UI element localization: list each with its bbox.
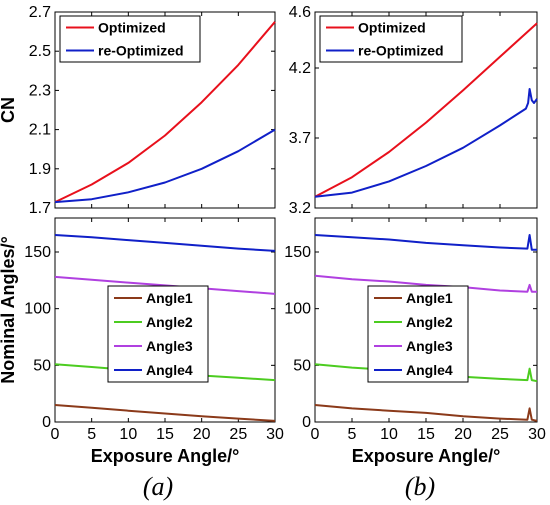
- y-tick-label: 1.7: [29, 200, 51, 217]
- y-axis-label: Nominal Angles/°: [0, 236, 18, 384]
- y-tick-label: 2.5: [29, 43, 51, 60]
- y-tick-label: 3.2: [289, 200, 311, 217]
- x-axis-label: Exposure Angle/°: [91, 446, 240, 466]
- legend-box: [59, 15, 201, 63]
- y-axis-label: CN: [0, 97, 18, 123]
- series-line-angle1: [54, 404, 276, 422]
- series-line-angle1: [314, 404, 538, 422]
- y-tick-label: 150: [284, 244, 311, 261]
- y-tick-label: 100: [24, 301, 51, 318]
- legend-label: Angle1: [406, 290, 453, 306]
- x-tick-label: 10: [380, 426, 398, 443]
- panel-b-bottom-chart: 0 50 100 150 0 5 10 15 20 25 30 Exposure Angle/° Ang…: [284, 217, 546, 466]
- x-tick-label: 30: [528, 426, 546, 443]
- panel-b-top-chart: 3.2 3.7 4.2 4.6 Optimized re-Optimized: [289, 4, 538, 217]
- y-tick-label: 3.7: [289, 130, 311, 147]
- legend: Optimized re-Optimized: [319, 15, 463, 63]
- x-tick-label: 0: [311, 426, 320, 443]
- legend-box: [107, 285, 209, 383]
- legend-label: Angle3: [406, 338, 453, 354]
- x-axis-label: Exposure Angle/°: [352, 446, 501, 466]
- series-line-optimized: [54, 21, 276, 204]
- y-tick-label: 150: [24, 244, 51, 261]
- legend-label: Angle4: [146, 362, 193, 378]
- panel-a-top-chart: 1.7 1.9 2.1 2.3 2.5 2.7 CN Optimized re-Optimize…: [0, 4, 276, 217]
- series-line-angle4: [54, 234, 276, 252]
- legend-label: Angle2: [406, 314, 453, 330]
- x-tick-label: 20: [193, 426, 211, 443]
- legend-label: Optimized: [358, 20, 426, 36]
- series-line-optimized: [314, 22, 538, 198]
- legend-label: Angle2: [146, 314, 193, 330]
- x-tick-label: 25: [491, 426, 509, 443]
- x-tick-label: 10: [119, 426, 137, 443]
- series-line-re-optimized: [54, 128, 276, 204]
- y-tick-label: 50: [33, 357, 51, 374]
- x-tick-label: 30: [266, 426, 284, 443]
- y-tick-label: 50: [293, 357, 311, 374]
- y-tick-label: 4.2: [289, 60, 311, 77]
- series-line-re-optimized: [314, 88, 538, 198]
- series-line-angle4: [314, 234, 537, 251]
- series-line-angle3: [54, 275, 276, 295]
- panel-a-bottom-chart: 0 50 100 150 0 5 10 15 20 25 30 Exposure Angle/° Nom…: [0, 217, 284, 466]
- y-tick-label: 100: [284, 301, 311, 318]
- legend-label: Optimized: [98, 20, 166, 36]
- y-tick-label: 2.7: [29, 4, 51, 21]
- legend-label: Angle4: [406, 362, 453, 378]
- x-tick-label: 20: [454, 426, 472, 443]
- legend-box: [319, 15, 463, 63]
- legend-label: Angle1: [146, 290, 193, 306]
- legend-label: Angle3: [146, 338, 193, 354]
- y-tick-label: 4.6: [289, 4, 311, 21]
- y-tick-label: 2.3: [29, 82, 51, 99]
- x-tick-label: 0: [51, 426, 60, 443]
- legend-label: re-Optimized: [358, 43, 444, 59]
- y-tick-label: 2.1: [29, 122, 51, 139]
- sublabel-b: (b): [405, 472, 435, 501]
- legend: Angle1 Angle2 Angle3 Angle4: [367, 285, 469, 383]
- x-tick-label: 25: [229, 426, 247, 443]
- legend-box: [367, 285, 469, 383]
- y-tick-label: 1.9: [29, 161, 51, 178]
- x-tick-label: 15: [417, 426, 435, 443]
- legend: Optimized re-Optimized: [59, 15, 201, 63]
- x-tick-label: 5: [87, 426, 96, 443]
- x-tick-label: 15: [156, 426, 174, 443]
- y-tick-label: 0: [302, 414, 311, 431]
- series-line-angle3: [314, 274, 537, 293]
- legend: Angle1 Angle2 Angle3 Angle4: [107, 285, 209, 383]
- legend-label: re-Optimized: [98, 43, 184, 59]
- x-tick-label: 5: [348, 426, 357, 443]
- y-tick-label: 0: [42, 414, 51, 431]
- sublabel-a: (a): [143, 472, 173, 501]
